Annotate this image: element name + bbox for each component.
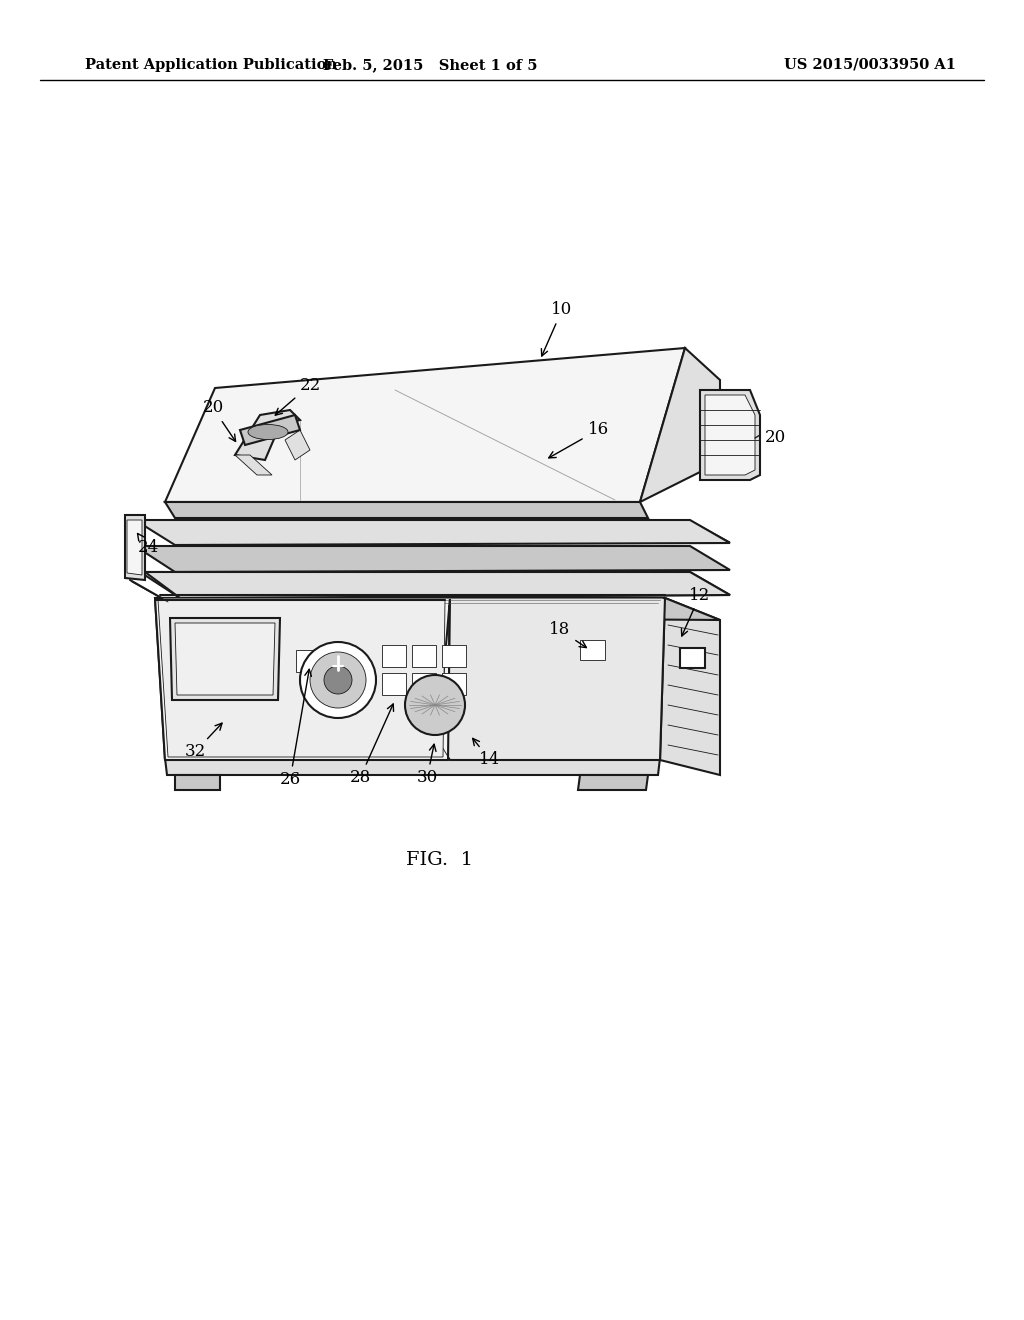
Polygon shape [705, 395, 755, 475]
Text: 28: 28 [349, 704, 393, 787]
Text: 14: 14 [473, 738, 501, 768]
Polygon shape [412, 645, 436, 667]
Polygon shape [234, 411, 300, 459]
Polygon shape [234, 455, 272, 475]
Text: 12: 12 [681, 586, 711, 636]
Polygon shape [578, 775, 648, 789]
Polygon shape [155, 598, 665, 760]
Polygon shape [155, 598, 450, 760]
Ellipse shape [248, 425, 288, 440]
Polygon shape [435, 598, 665, 760]
Text: 32: 32 [184, 723, 222, 760]
Text: 22: 22 [275, 376, 321, 416]
Polygon shape [285, 430, 310, 459]
Polygon shape [170, 618, 280, 700]
Polygon shape [640, 348, 720, 502]
Text: FIG.  1: FIG. 1 [407, 851, 473, 869]
Polygon shape [145, 520, 730, 543]
Circle shape [406, 675, 465, 735]
Text: 16: 16 [549, 421, 608, 458]
Polygon shape [135, 546, 730, 572]
Text: 20: 20 [764, 429, 785, 446]
Polygon shape [296, 649, 316, 672]
Polygon shape [442, 645, 466, 667]
Polygon shape [158, 601, 445, 756]
Text: Patent Application Publication: Patent Application Publication [85, 58, 337, 73]
Circle shape [324, 667, 352, 694]
Text: 20: 20 [203, 400, 236, 441]
Text: 10: 10 [542, 301, 572, 356]
Text: 26: 26 [280, 669, 311, 788]
Polygon shape [135, 520, 730, 545]
Text: US 2015/0033950 A1: US 2015/0033950 A1 [784, 58, 956, 73]
Polygon shape [580, 640, 605, 660]
Circle shape [300, 642, 376, 718]
Text: 30: 30 [417, 744, 437, 787]
Polygon shape [127, 520, 142, 576]
Circle shape [310, 652, 366, 708]
Polygon shape [125, 515, 145, 579]
Polygon shape [412, 673, 436, 696]
Polygon shape [382, 673, 406, 696]
Polygon shape [680, 648, 705, 668]
Polygon shape [165, 758, 660, 775]
Polygon shape [155, 598, 720, 620]
Polygon shape [700, 389, 760, 480]
Text: Feb. 5, 2015   Sheet 1 of 5: Feb. 5, 2015 Sheet 1 of 5 [323, 58, 538, 73]
Text: 24: 24 [137, 533, 159, 557]
Polygon shape [660, 598, 720, 775]
Polygon shape [240, 414, 300, 445]
Polygon shape [145, 572, 730, 598]
Polygon shape [382, 645, 406, 667]
Polygon shape [442, 673, 466, 696]
Text: 18: 18 [549, 622, 587, 648]
Polygon shape [165, 348, 685, 502]
Polygon shape [165, 502, 648, 517]
Polygon shape [140, 572, 730, 598]
Polygon shape [175, 623, 275, 696]
Polygon shape [175, 775, 220, 789]
